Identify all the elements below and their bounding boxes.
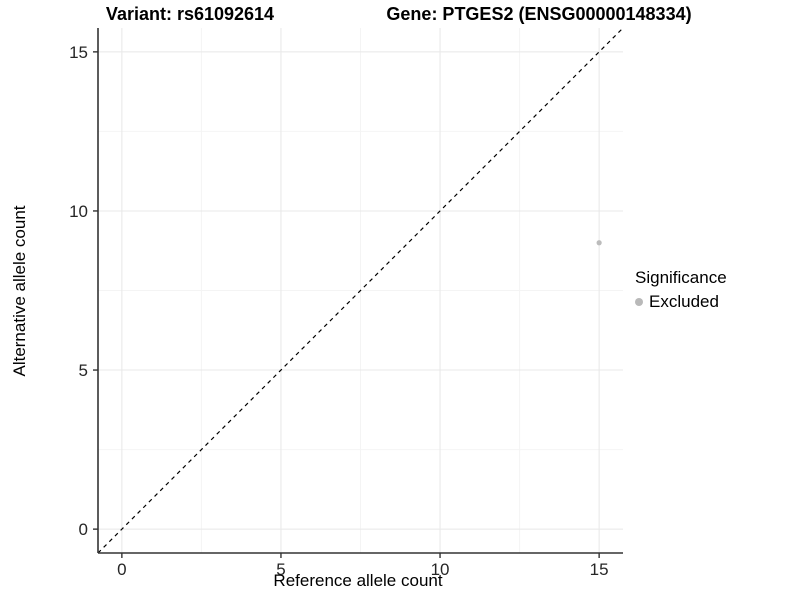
- y-tick-label: 0: [79, 520, 88, 539]
- legend: Significance Excluded: [635, 268, 727, 312]
- legend-title: Significance: [635, 268, 727, 287]
- plot-title-variant: Variant: rs61092614: [105, 4, 275, 24]
- plot-title-gene: Gene: PTGES2 (ENSG00000148334): [386, 4, 692, 24]
- y-tick-label: 10: [69, 202, 88, 221]
- legend-item-label: Excluded: [649, 292, 719, 311]
- y-tick-label: 15: [69, 43, 88, 62]
- data-point: [596, 240, 602, 246]
- y-tick-label: 5: [79, 361, 88, 380]
- x-tick-label: 10: [431, 560, 450, 579]
- identity-dashed-line: [97, 27, 624, 554]
- x-tick-label: 5: [276, 560, 285, 579]
- legend-item-excluded: Excluded: [635, 292, 727, 312]
- legend-key-dot-icon: [635, 298, 643, 306]
- x-axis-label: Reference allele count: [273, 571, 443, 590]
- x-tick-label: 0: [117, 560, 126, 579]
- y-axis-label: Alternative allele count: [10, 205, 29, 377]
- x-tick-label: 15: [590, 560, 609, 579]
